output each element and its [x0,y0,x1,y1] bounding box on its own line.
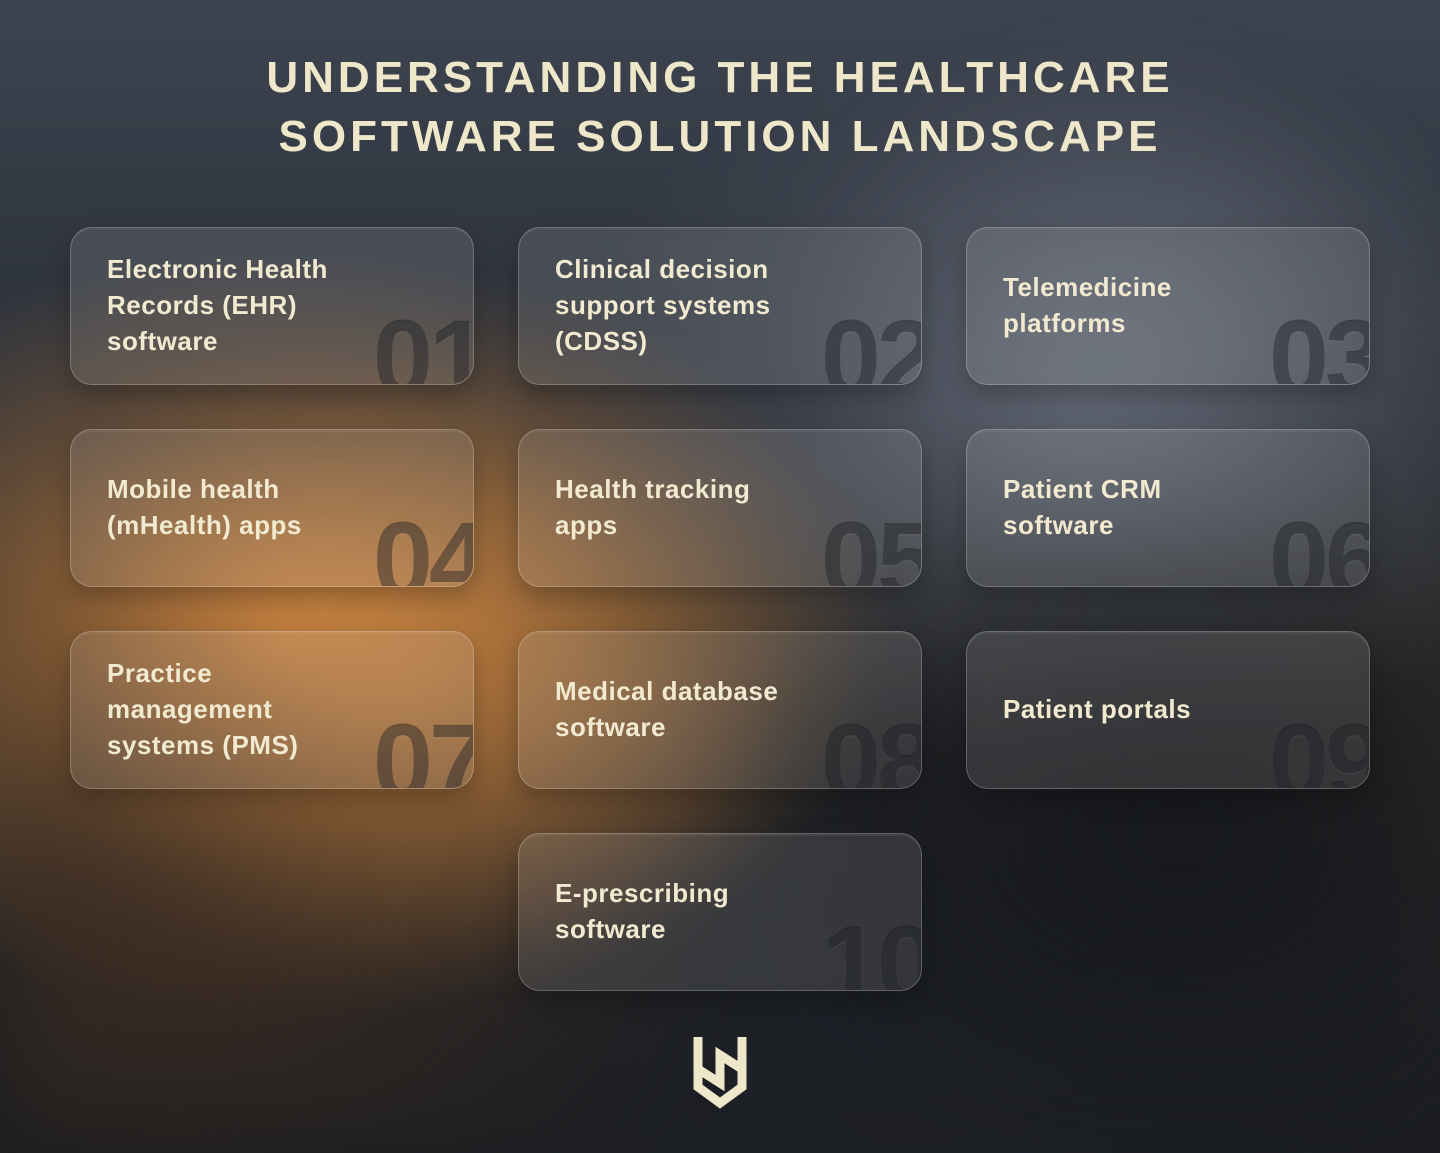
m-shield-logo-icon [690,1031,750,1109]
card-label: E-prescribing software [555,876,806,948]
card-item: Medical database software 08 [518,631,922,789]
card-label: Patient portals [1003,692,1191,728]
card-item: Clinical decision support systems (CDSS)… [518,227,922,385]
card-label: Electronic Health Records (EHR) software [107,252,358,360]
card-item: Practice management systems (PMS) 07 [70,631,474,789]
card-number: 01 [373,304,474,385]
infographic-content: UNDERSTANDING THE HEALTHCARE SOFTWARE SO… [0,0,1440,1153]
card-label: Patient CRM software [1003,472,1254,544]
card-grid: Electronic Health Records (EHR) software… [70,227,1370,991]
card-number: 04 [373,506,474,587]
card-label: Mobile health (mHealth) apps [107,472,358,544]
card-number: 07 [373,708,474,789]
card-item: Patient CRM software 06 [966,429,1370,587]
card-number: 08 [821,708,922,789]
card-number: 05 [821,506,922,587]
card-item: E-prescribing software 10 [518,833,922,991]
card-label: Clinical decision support systems (CDSS) [555,252,806,360]
card-number: 02 [821,304,922,385]
card-item: Telemedicine platforms 03 [966,227,1370,385]
card-item: Patient portals 09 [966,631,1370,789]
page-title: UNDERSTANDING THE HEALTHCARE SOFTWARE SO… [145,48,1295,167]
card-label: Telemedicine platforms [1003,270,1254,342]
card-item: Electronic Health Records (EHR) software… [70,227,474,385]
card-label: Practice management systems (PMS) [107,656,358,764]
card-number: 09 [1269,708,1370,789]
card-item: Mobile health (mHealth) apps 04 [70,429,474,587]
card-number: 06 [1269,506,1370,587]
card-number: 10 [821,910,922,991]
card-number: 03 [1269,304,1370,385]
card-label: Health tracking apps [555,472,806,544]
card-item: Health tracking apps 05 [518,429,922,587]
card-label: Medical database software [555,674,806,746]
